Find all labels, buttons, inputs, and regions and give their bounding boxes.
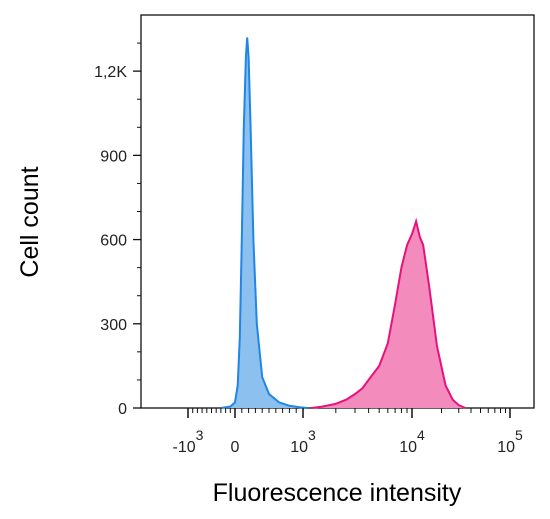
x-tick-label: 105 <box>497 427 523 456</box>
series-1-area <box>220 37 308 408</box>
y-tick-label: 300 <box>100 317 127 334</box>
x-axis-title: Fluorescence intensity <box>213 479 462 507</box>
x-axis: -103 0 103 104 105 <box>173 408 523 456</box>
x-tick-label: 0 <box>231 439 240 456</box>
x-tick-label: 104 <box>399 427 425 456</box>
y-tick-label: 0 <box>118 401 127 418</box>
series-layer <box>220 37 466 409</box>
x-tick-label: -103 <box>173 427 204 456</box>
series-2-area <box>311 221 466 408</box>
plot-frame <box>140 14 535 409</box>
series-1-line <box>220 37 308 409</box>
y-tick-label: 1,2K <box>94 64 127 81</box>
y-tick-label: 600 <box>100 233 127 250</box>
x-tick-label: 103 <box>290 427 316 456</box>
y-tick-label: 900 <box>100 148 127 165</box>
y-axis: 0 300 600 900 1,2K <box>94 42 141 418</box>
series-2-line <box>311 217 466 409</box>
y-axis-title: Cell count <box>16 166 44 277</box>
